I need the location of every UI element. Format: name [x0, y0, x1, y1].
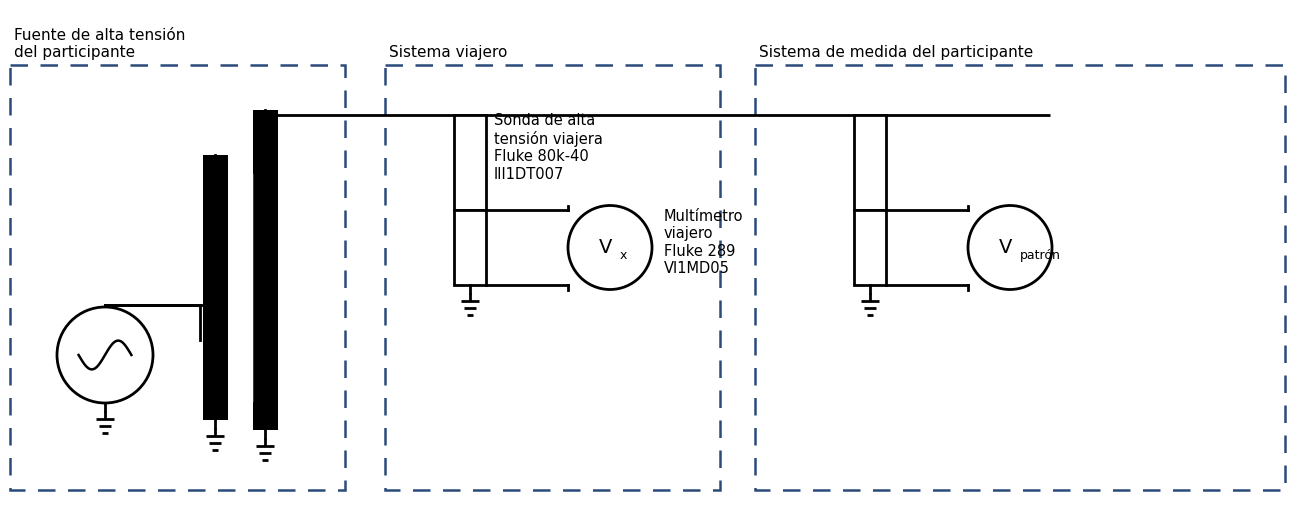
Bar — [202, 155, 227, 420]
Text: Multímetro
viajero
Fluke 289
VI1MD05: Multímetro viajero Fluke 289 VI1MD05 — [665, 209, 744, 276]
Text: V: V — [999, 238, 1012, 257]
Bar — [10, 65, 345, 490]
Bar — [253, 110, 278, 430]
Bar — [454, 115, 485, 210]
Text: patrón: patrón — [1020, 249, 1060, 262]
Bar — [386, 65, 720, 490]
Circle shape — [57, 307, 153, 403]
Bar — [755, 65, 1285, 490]
Text: x: x — [620, 249, 627, 262]
Text: Sonda de alta
tensión viajera
Fluke 80k-40
III1DT007: Sonda de alta tensión viajera Fluke 80k-… — [495, 114, 602, 182]
Text: Sistema de medida del participante: Sistema de medida del participante — [759, 45, 1033, 60]
Bar — [854, 210, 887, 285]
Text: Sistema viajero: Sistema viajero — [389, 45, 508, 60]
Circle shape — [968, 205, 1051, 289]
Circle shape — [569, 205, 652, 289]
Text: Fuente de alta tensión
del participante: Fuente de alta tensión del participante — [14, 27, 186, 60]
Text: V: V — [600, 238, 613, 257]
Bar — [854, 115, 887, 210]
Bar — [454, 210, 485, 285]
